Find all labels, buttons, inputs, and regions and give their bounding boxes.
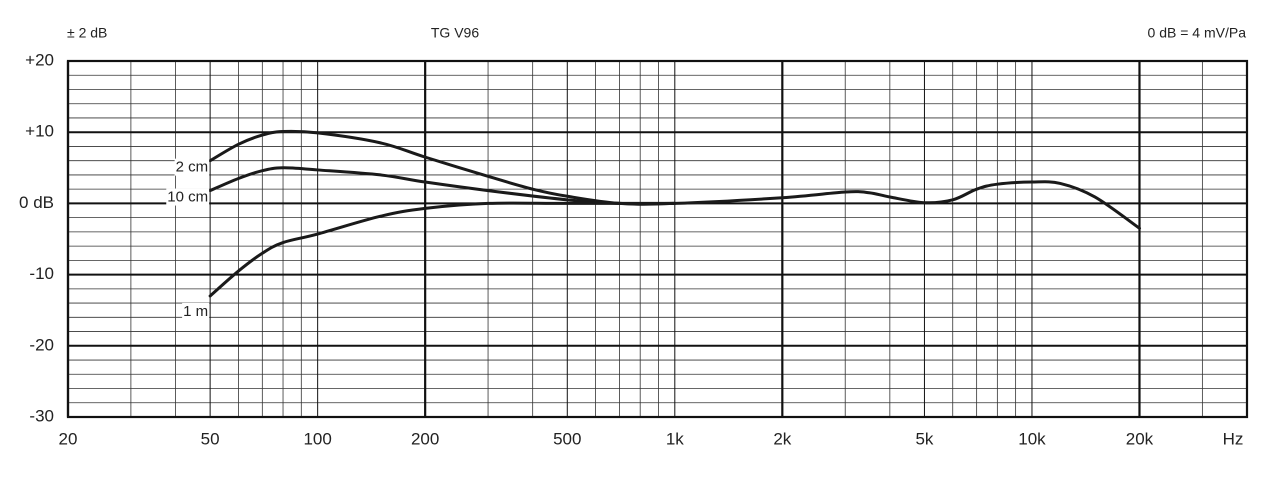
plot-frame: [66, 59, 1249, 419]
x-tick-label: 100: [303, 429, 331, 448]
y-note: ± 2 dB: [67, 25, 107, 41]
x-tick-label: 2k: [773, 429, 791, 448]
curve-label: 10 cm: [167, 189, 208, 206]
y-tick-label: -30: [29, 406, 54, 425]
x-unit: Hz: [1223, 429, 1244, 448]
response-curve: [208, 201, 677, 298]
response-curve: [208, 166, 677, 206]
x-tick-label: 10k: [1018, 429, 1046, 448]
x-tick-label: 1k: [666, 429, 684, 448]
x-tick-label: 200: [411, 429, 439, 448]
y-tick-label: -20: [29, 335, 54, 354]
y-tick-label: -10: [29, 264, 54, 283]
curve-label-bg: [174, 158, 210, 176]
response-curve: [208, 129, 1141, 230]
x-tick-label: 20: [59, 429, 78, 448]
curve-label-bg: [166, 188, 210, 206]
x-tick-label: 50: [201, 429, 220, 448]
x-tick-label: 20k: [1126, 429, 1154, 448]
x-tick-label: 5k: [915, 429, 933, 448]
x-tick-label: 500: [553, 429, 581, 448]
y-tick-label: +10: [25, 122, 54, 141]
curve-label: 1 m: [183, 303, 208, 320]
y-tick-label: 0 dB: [19, 193, 54, 212]
curve-label-bg: [182, 302, 210, 320]
y-tick-label: +20: [25, 50, 54, 69]
sensitivity-note: 0 dB = 4 mV/Pa: [1148, 25, 1247, 41]
curve-label: 2 cm: [176, 159, 209, 176]
chart-title: TG V96: [431, 25, 479, 41]
